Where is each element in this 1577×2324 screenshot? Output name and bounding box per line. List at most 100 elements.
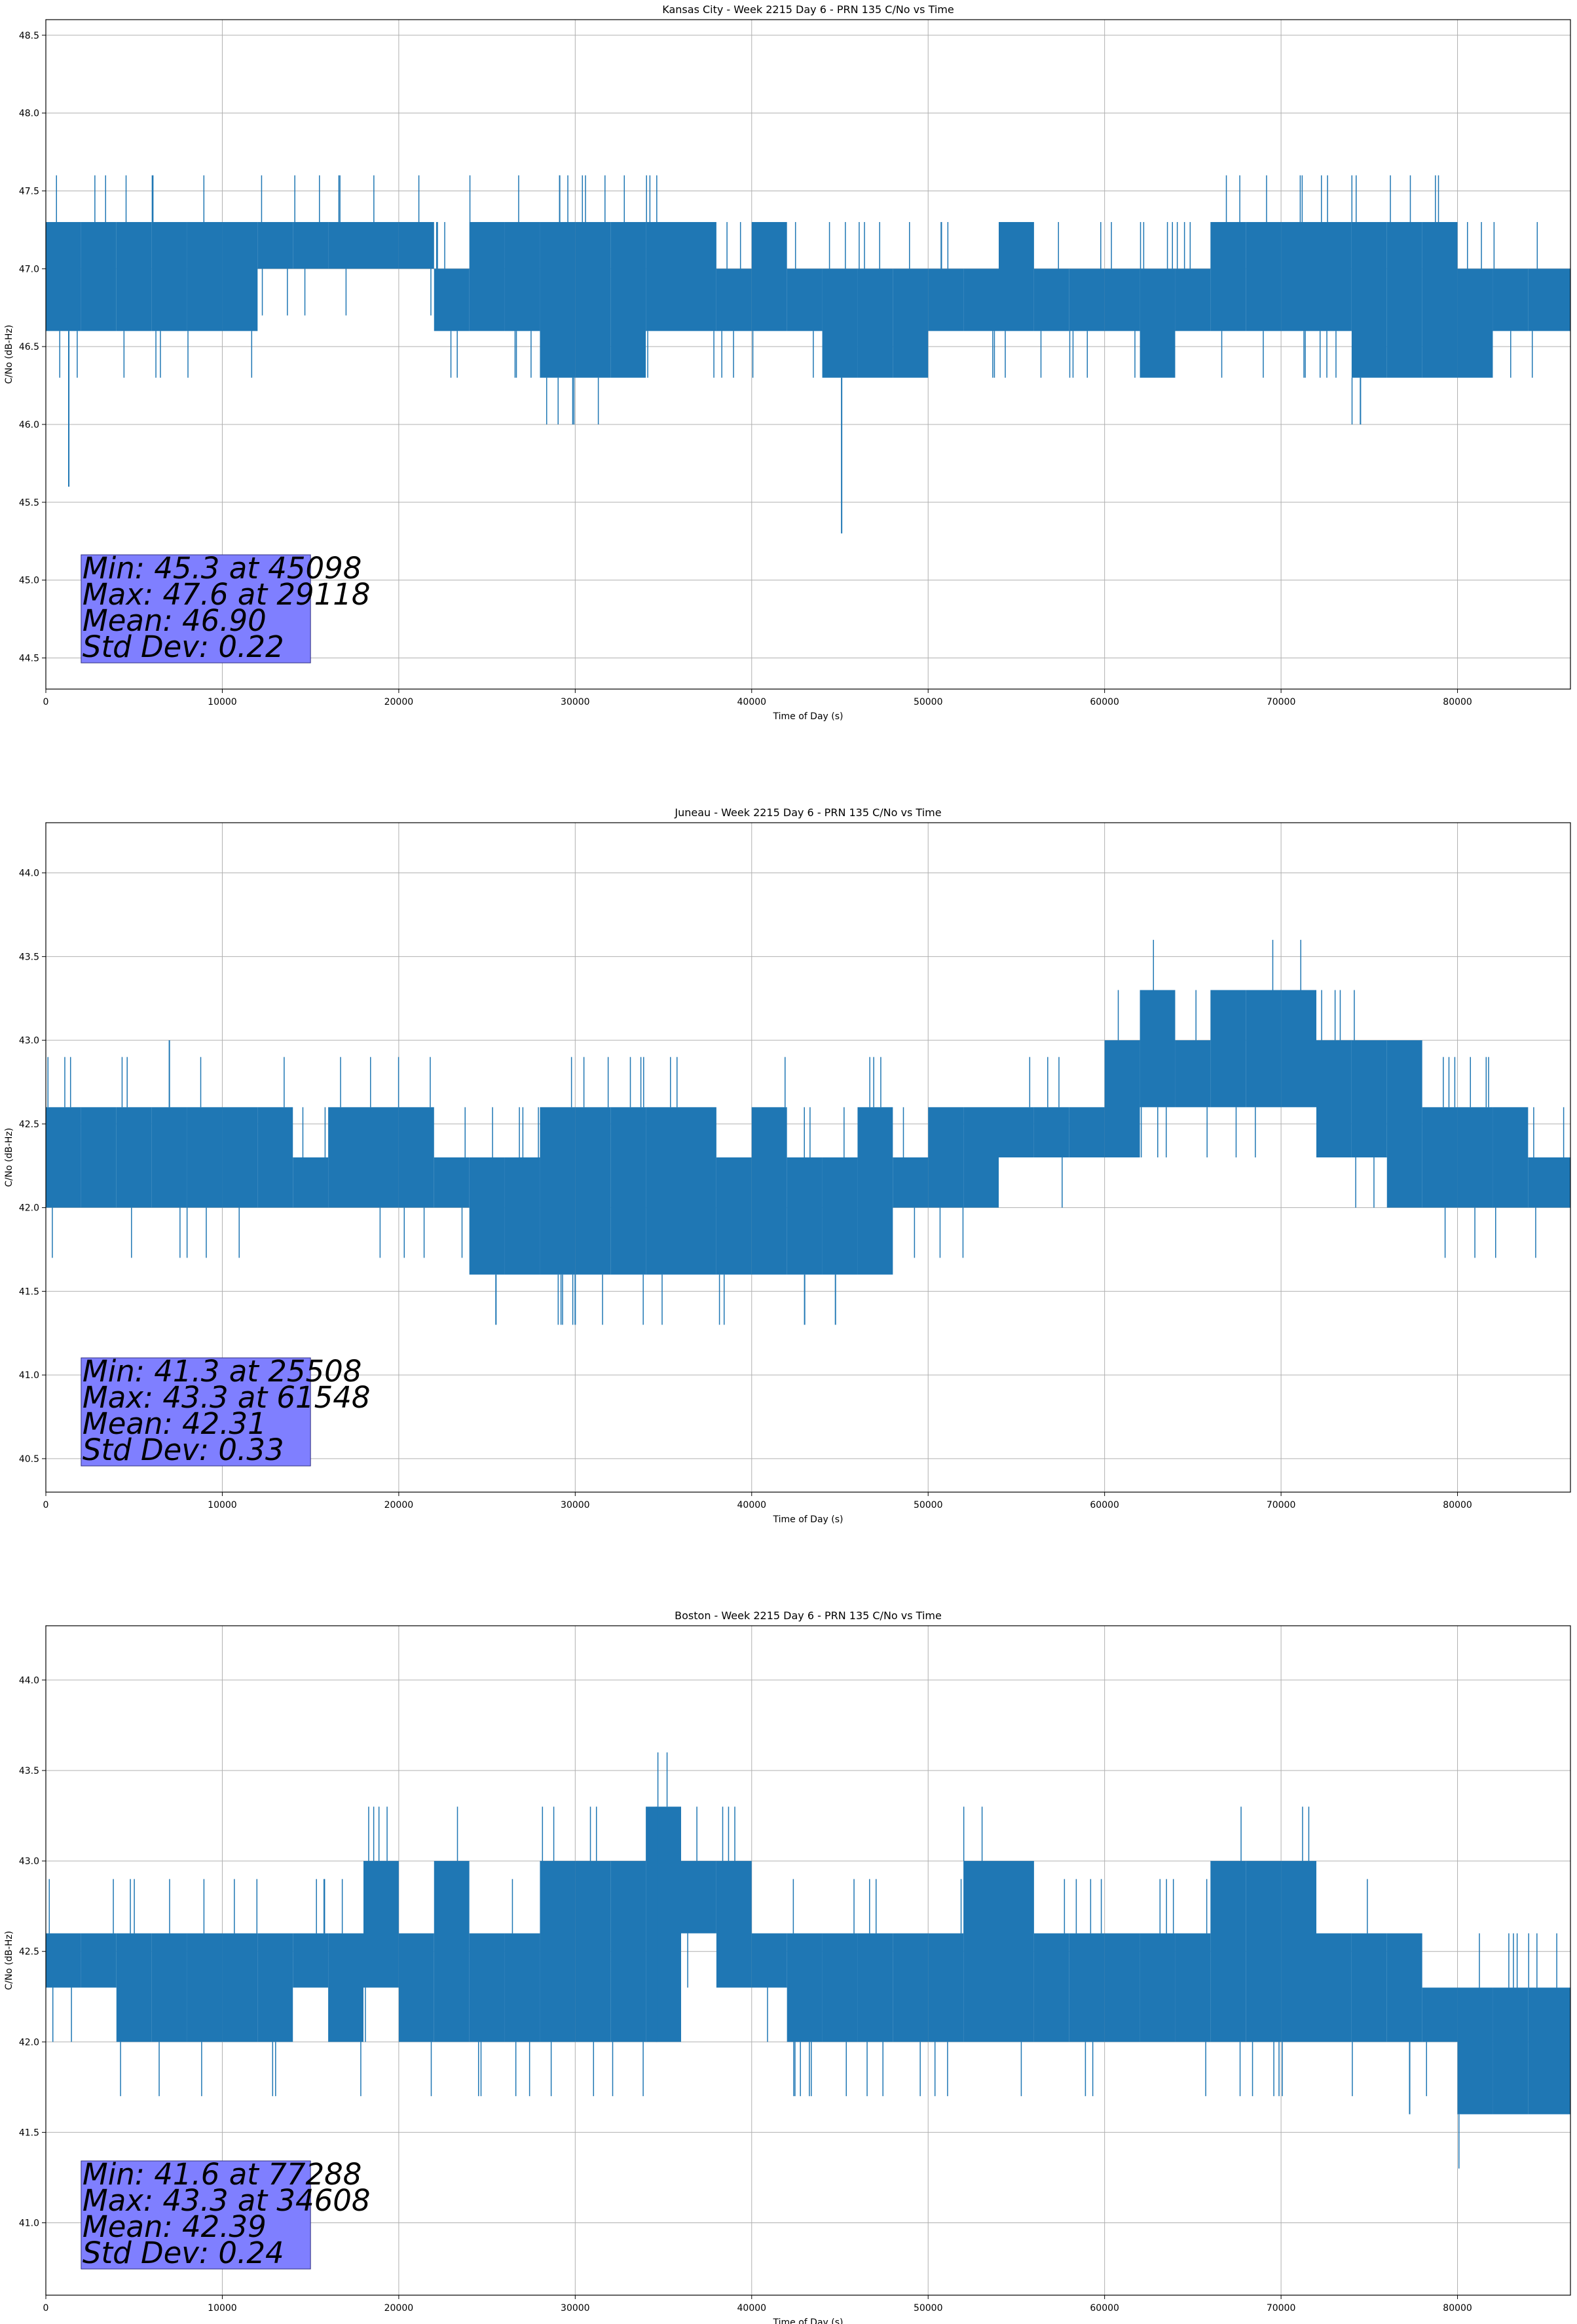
data-segment [822, 1157, 858, 1275]
chart-title: Juneau - Week 2215 Day 6 - PRN 135 C/No … [674, 806, 941, 819]
data-segment [963, 1861, 999, 2042]
data-segment [398, 221, 434, 269]
data-segment [787, 1933, 823, 2042]
data-segment [1457, 1987, 1493, 2114]
data-segment [751, 1933, 787, 1988]
data-segment [1033, 1933, 1069, 2042]
data-segment [1386, 1040, 1422, 1208]
data-segment [787, 269, 823, 331]
data-segment [540, 1861, 576, 2042]
chart-panel-3: 0 10000 20000 30000 40000 50000 60000 70000 8000… [4, 1609, 1571, 2324]
data-segment [222, 1107, 258, 1208]
y-tick-label: 44.5 [19, 653, 39, 664]
data-segment [1493, 1107, 1529, 1208]
data-segment [1175, 1933, 1211, 2042]
axes-frame [45, 19, 1571, 690]
data-segment [1528, 1987, 1570, 2114]
stats-line: Std Dev: 0.24 [83, 2236, 284, 2270]
data-segment [857, 1107, 893, 1275]
data-segment [1210, 221, 1246, 331]
data-segment [540, 221, 576, 378]
y-tick-label: 47.0 [19, 264, 39, 274]
data-segment [610, 1861, 646, 2042]
data-segment [1386, 221, 1422, 378]
data-segment [1140, 990, 1176, 1108]
data-segment [1069, 1107, 1105, 1157]
data-segment [1351, 1040, 1387, 1157]
data-segment [81, 1107, 117, 1208]
x-axis-label: Time of Day (s) [773, 711, 844, 722]
y-axis-label: C/No (dB-Hz) [4, 1128, 14, 1187]
data-segment [716, 269, 752, 331]
data-segment [999, 221, 1034, 331]
data-segment [434, 1157, 470, 1208]
x-tick-label: 10000 [208, 697, 237, 707]
x-axis-label: Time of Day (s) [773, 2317, 844, 2324]
data-segment [81, 1933, 117, 1988]
y-tick-label: 40.5 [19, 1454, 39, 1465]
chart-title: Kansas City - Week 2215 Day 6 - PRN 135 … [662, 3, 954, 16]
data-segment [1316, 221, 1352, 331]
data-segment [116, 221, 152, 331]
data-segment [1528, 269, 1570, 331]
x-tick-label: 80000 [1443, 1500, 1472, 1510]
data-segment [1246, 221, 1282, 331]
data-segment [716, 1861, 752, 1988]
data-segment [857, 1933, 893, 2042]
stats-line: Std Dev: 0.33 [83, 1433, 284, 1467]
x-tick-label: 60000 [1090, 697, 1119, 707]
data-segment [646, 1107, 681, 1275]
data-segment [1069, 1933, 1105, 2042]
data-segment [1351, 221, 1387, 378]
data-segment [963, 269, 999, 331]
x-tick-label: 30000 [561, 2303, 590, 2314]
y-tick-label: 47.5 [19, 186, 39, 197]
data-segment [222, 221, 258, 331]
x-tick-label: 50000 [914, 2303, 943, 2314]
y-tick-label: 44.0 [19, 869, 39, 879]
y-tick-label: 42.5 [19, 1119, 39, 1130]
y-axis-label: C/No (dB-Hz) [4, 325, 14, 384]
data-segment [1104, 1040, 1140, 1157]
data-segment [469, 221, 505, 331]
data-segment [751, 1107, 787, 1275]
y-tick-label: 46.5 [19, 342, 39, 352]
data-segment [363, 1861, 399, 1988]
y-tick-label: 43.5 [19, 952, 39, 962]
y-tick-label: 43.5 [19, 1766, 39, 1776]
y-tick-label: 41.0 [19, 1370, 39, 1381]
stats-line: Mean: 42.39 [83, 2209, 267, 2244]
data-segment [1104, 1933, 1140, 2042]
x-tick-label: 0 [43, 697, 49, 707]
data-segment [1104, 269, 1140, 331]
y-tick-label: 48.5 [19, 31, 39, 41]
data-segment [504, 1157, 540, 1275]
x-tick-label: 70000 [1267, 2303, 1296, 2314]
x-tick-label: 80000 [1443, 697, 1472, 707]
x-tick-label: 40000 [737, 1500, 767, 1510]
chart-title: Boston - Week 2215 Day 6 - PRN 135 C/No … [675, 1609, 942, 1622]
data-segment [363, 1107, 399, 1208]
data-segment [293, 1933, 329, 1988]
y-tick-label: 42.0 [19, 2037, 39, 2048]
data-segment [893, 1933, 929, 2042]
y-tick-label: 41.5 [19, 1286, 39, 1297]
data-segment [187, 1933, 223, 2042]
data-segment [646, 221, 681, 331]
data-segment [822, 1933, 858, 2042]
data-segment [928, 1107, 964, 1208]
stats-line: Min: 41.3 at 25508 [83, 1354, 362, 1389]
stats-line: Max: 43.3 at 34608 [83, 2183, 371, 2218]
y-tick-label: 46.0 [19, 420, 39, 430]
data-segment [504, 1933, 540, 2042]
data-segment [1140, 1933, 1176, 2042]
data-layer [46, 175, 1570, 534]
chart-panel-2: 0 10000 20000 30000 40000 50000 60000 70000 8000… [4, 806, 1571, 1525]
data-segment [928, 269, 964, 331]
data-segment [893, 269, 929, 378]
stats-box [81, 2160, 311, 2270]
data-segment [681, 1861, 716, 1934]
data-segment [1210, 990, 1246, 1108]
data-segment [257, 1107, 293, 1208]
